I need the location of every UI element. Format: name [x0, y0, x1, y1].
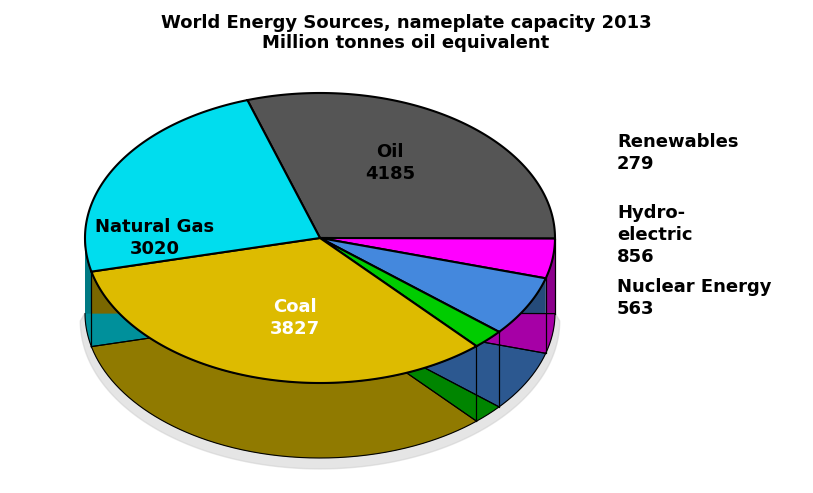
Text: Nuclear Energy
563: Nuclear Energy 563 — [617, 278, 772, 318]
Polygon shape — [546, 239, 555, 353]
Polygon shape — [80, 313, 559, 469]
Text: Hydro-
electric
856: Hydro- electric 856 — [617, 204, 693, 266]
Polygon shape — [320, 238, 499, 346]
Polygon shape — [320, 313, 555, 353]
Text: World Energy Sources, nameplate capacity 2013: World Energy Sources, nameplate capacity… — [161, 14, 651, 32]
Text: Coal
3827: Coal 3827 — [270, 298, 320, 338]
Text: Million tonnes oil equivalent: Million tonnes oil equivalent — [263, 34, 550, 52]
Polygon shape — [499, 279, 546, 407]
Polygon shape — [320, 313, 499, 421]
Polygon shape — [91, 272, 476, 458]
Text: Oil
4185: Oil 4185 — [365, 143, 415, 183]
Polygon shape — [320, 238, 555, 279]
Polygon shape — [476, 332, 499, 421]
Text: Natural Gas
3020: Natural Gas 3020 — [95, 218, 215, 258]
Text: Renewables
279: Renewables 279 — [617, 133, 738, 173]
Polygon shape — [247, 93, 555, 239]
Polygon shape — [91, 238, 476, 383]
Polygon shape — [320, 313, 546, 407]
Polygon shape — [85, 100, 320, 272]
Polygon shape — [85, 313, 320, 347]
Polygon shape — [85, 239, 91, 347]
Polygon shape — [320, 238, 546, 332]
Polygon shape — [91, 313, 476, 458]
